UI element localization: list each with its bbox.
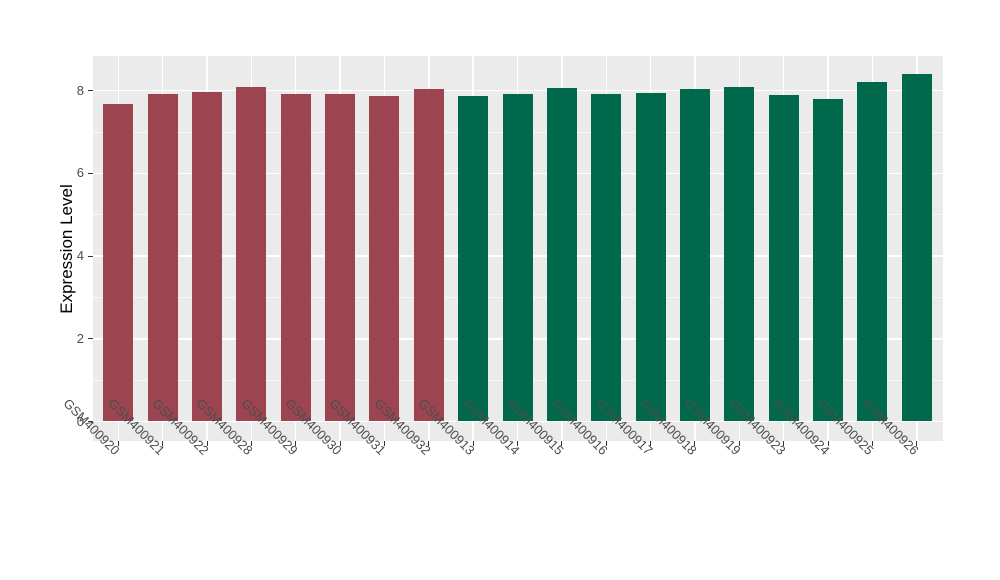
bar-GSM400922 bbox=[192, 91, 223, 422]
x-tick-mark-GSM400922 bbox=[206, 441, 208, 446]
x-tick-mark-GSM400915 bbox=[561, 441, 563, 446]
x-tick-mark-GSM400919 bbox=[738, 441, 740, 446]
y-tick-label-8: 8 bbox=[76, 82, 84, 98]
bar-GSM400926 bbox=[901, 74, 932, 422]
bar-GSM400930 bbox=[325, 94, 356, 422]
x-tick-mark-GSM400916 bbox=[605, 441, 607, 446]
x-tick-mark-GSM400918 bbox=[694, 441, 696, 446]
x-tick-mark-GSM400925 bbox=[871, 441, 873, 446]
x-tick-mark-GSM400920 bbox=[117, 441, 119, 446]
y-tick-mark-8 bbox=[88, 90, 93, 92]
bar-GSM400915 bbox=[546, 88, 577, 422]
x-tick-mark-GSM400931 bbox=[383, 441, 385, 446]
bar-GSM400916 bbox=[591, 93, 622, 422]
bar-GSM400917 bbox=[635, 92, 666, 422]
y-tick-mark-4 bbox=[88, 255, 93, 257]
x-tick-mark-GSM400926 bbox=[916, 441, 918, 446]
bar-GSM400931 bbox=[369, 96, 400, 422]
x-tick-mark-GSM400914 bbox=[517, 441, 519, 446]
x-tick-mark-GSM400932 bbox=[428, 441, 430, 446]
y-tick-label-2: 2 bbox=[76, 330, 84, 346]
bar-GSM400928 bbox=[236, 86, 267, 422]
bar-GSM400921 bbox=[147, 94, 178, 422]
y-tick-mark-6 bbox=[88, 172, 93, 174]
bar-GSM400929 bbox=[280, 94, 311, 422]
x-tick-mark-GSM400917 bbox=[650, 441, 652, 446]
bar-GSM400932 bbox=[413, 89, 444, 422]
y-tick-label-0: 0 bbox=[76, 413, 84, 429]
bar-GSM400920 bbox=[103, 103, 134, 422]
x-tick-mark-GSM400921 bbox=[162, 441, 164, 446]
x-tick-mark-GSM400928 bbox=[250, 441, 252, 446]
x-tick-mark-GSM400924 bbox=[827, 441, 829, 446]
bar-GSM400919 bbox=[724, 86, 755, 422]
bar-GSM400918 bbox=[679, 88, 710, 422]
bar-GSM400914 bbox=[502, 93, 533, 422]
x-tick-mark-GSM400930 bbox=[339, 441, 341, 446]
bar-GSM400923 bbox=[768, 94, 799, 422]
y-tick-mark-0 bbox=[88, 421, 93, 422]
x-tick-mark-GSM400923 bbox=[783, 441, 785, 446]
y-tick-mark-2 bbox=[88, 338, 93, 340]
bar-GSM400924 bbox=[813, 99, 844, 422]
bar-GSM400913 bbox=[458, 96, 489, 422]
x-tick-mark-GSM400913 bbox=[472, 441, 474, 446]
y-tick-label-6: 6 bbox=[76, 165, 84, 181]
y-tick-label-4: 4 bbox=[76, 248, 84, 264]
bar-GSM400925 bbox=[857, 82, 888, 422]
x-tick-mark-GSM400929 bbox=[295, 441, 297, 446]
